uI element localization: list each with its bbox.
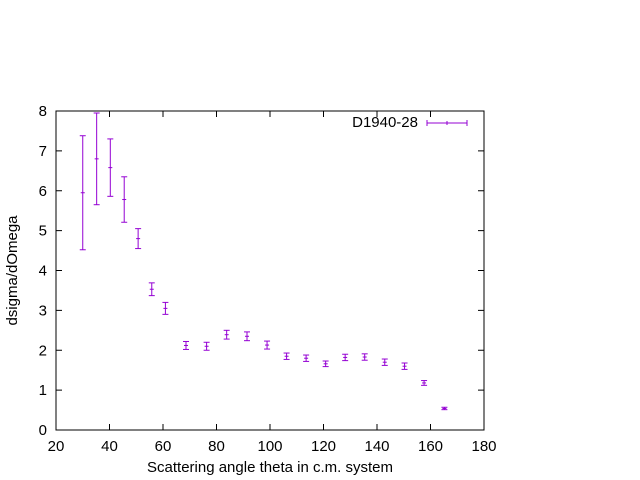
y-tick-label: 6	[39, 183, 47, 200]
y-tick-label: 2	[39, 342, 47, 359]
y-tick-label: 8	[39, 103, 47, 120]
data-points	[79, 112, 448, 411]
y-tick-label: 7	[39, 143, 47, 160]
data-point	[342, 353, 349, 362]
data-point	[148, 282, 155, 297]
data-point	[203, 341, 210, 351]
data-point	[183, 340, 190, 350]
y-tick-label: 1	[39, 382, 47, 399]
data-point	[264, 340, 271, 350]
data-point	[322, 360, 329, 368]
data-point	[283, 352, 290, 360]
y-tick-label: 5	[39, 223, 47, 240]
x-tick-label: 180	[471, 438, 496, 455]
data-point	[441, 406, 448, 411]
y-tick-label: 4	[39, 263, 47, 280]
data-point	[162, 301, 169, 315]
x-tick-label: 100	[257, 438, 282, 455]
x-tick-label: 120	[311, 438, 336, 455]
x-tick-label: 80	[208, 438, 225, 455]
x-axis-label: Scattering angle theta in c.m. system	[147, 459, 393, 476]
plot-border	[55, 110, 485, 431]
plot-frame	[55, 110, 485, 431]
x-tick-label: 140	[364, 438, 389, 455]
data-point	[421, 380, 428, 386]
data-point	[121, 176, 128, 223]
x-axis-ticks: 20 40 60 80 100 120 140 160 180	[48, 111, 497, 455]
data-point	[401, 362, 408, 370]
x-tick-label: 20	[48, 438, 65, 455]
y-axis-label: dsigma/dOmega	[4, 215, 21, 326]
data-point	[93, 112, 100, 206]
data-point	[361, 353, 368, 361]
y-axis-ticks: 0 1 2 3 4 5 6 7 8	[39, 103, 484, 439]
data-point	[303, 354, 310, 362]
data-point	[381, 358, 388, 366]
data-point	[243, 331, 250, 342]
legend-entry-label: D1940-28	[352, 114, 418, 131]
x-tick-label: 160	[418, 438, 443, 455]
y-tick-label: 3	[39, 302, 47, 319]
data-point	[135, 228, 142, 250]
data-point	[223, 329, 230, 340]
y-tick-label: 0	[39, 422, 47, 439]
legend: D1940-28	[352, 114, 468, 131]
data-point	[79, 135, 86, 251]
x-tick-label: 60	[155, 438, 172, 455]
x-tick-label: 40	[101, 438, 118, 455]
data-point	[107, 138, 114, 197]
